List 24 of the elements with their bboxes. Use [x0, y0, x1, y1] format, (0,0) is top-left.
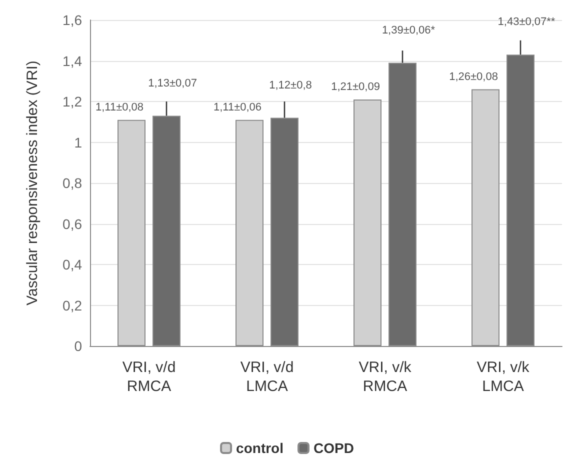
- y-tick-label: 0,4: [62, 256, 82, 272]
- y-tick-label: 0,2: [62, 297, 82, 314]
- data-label: 1,11±0,08: [95, 101, 144, 114]
- legend-label: COPD: [313, 440, 354, 456]
- y-tick-label: 1,6: [62, 12, 82, 28]
- x-tick-label: VRI, v/d LMCA: [240, 359, 294, 395]
- legend-label: control: [236, 440, 284, 456]
- data-label: 1,11±0,06: [213, 101, 262, 114]
- data-label: 1,13±0,07: [148, 77, 197, 90]
- data-label: 1,26±0,08: [449, 70, 498, 83]
- y-tick-label: 1: [74, 134, 82, 150]
- y-tick-label: 0,8: [62, 175, 82, 191]
- x-tick-label: VRI, v/k RMCA: [358, 359, 412, 395]
- data-label: 1,12±0,8: [269, 79, 312, 92]
- y-tick-label: 1,4: [62, 52, 82, 69]
- y-tick-label: 0: [74, 338, 82, 354]
- x-tick-label: VRI, v/k LMCA: [476, 359, 530, 395]
- y-tick-label: 1,2: [62, 94, 82, 110]
- y-axis-title: Vascular responsiveness index (VRI): [24, 60, 41, 306]
- data-label: 1,21±0,09: [331, 80, 380, 93]
- y-tick-label: 0,6: [62, 216, 82, 232]
- data-label: 1,39±0,06*: [382, 24, 436, 36]
- x-tick-label: VRI, v/d RMCA: [122, 359, 176, 395]
- data-label: 1,43±0,07**: [498, 16, 556, 28]
